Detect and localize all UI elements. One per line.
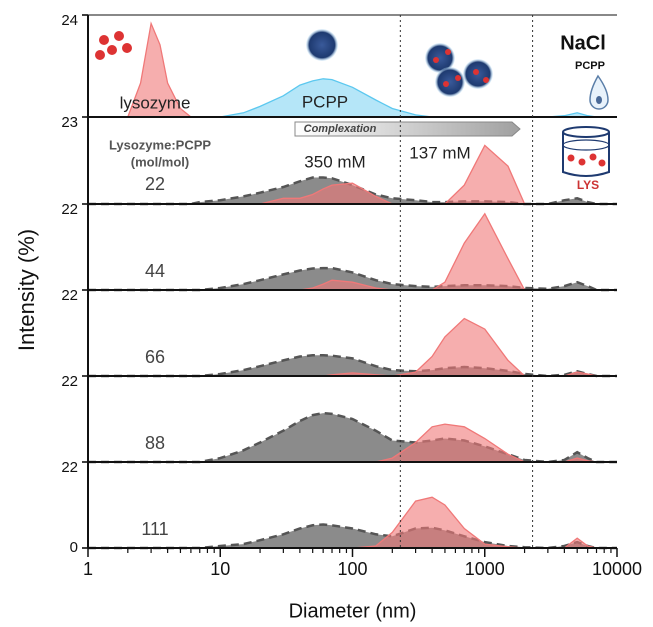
lysozyme-icon xyxy=(99,35,109,45)
x-tick-label: 100 xyxy=(337,559,367,579)
x-axis-title: Diameter (nm) xyxy=(289,600,417,622)
series-label: PCPP xyxy=(302,92,348,111)
area-fill xyxy=(88,213,617,290)
ratio-label: 111 xyxy=(141,519,168,539)
y-tick-label: 23 xyxy=(61,114,78,131)
annotation: Complexation xyxy=(304,123,377,135)
annotation: PCPP xyxy=(575,60,605,72)
lys-dot xyxy=(589,153,597,161)
area-fill xyxy=(88,78,617,117)
area-fill xyxy=(88,268,617,290)
area-fill xyxy=(88,413,617,462)
y-tick-label: 22 xyxy=(61,201,78,218)
complex-dot xyxy=(483,77,489,83)
complex-dot xyxy=(473,69,479,75)
complex-icon xyxy=(435,67,465,97)
drop-core xyxy=(596,96,602,104)
ratio-title: Lysozyme:PCPP xyxy=(109,137,211,152)
ratio-label: 22 xyxy=(145,174,165,194)
y-tick-label: 0 xyxy=(70,539,78,556)
ratio-label: 44 xyxy=(145,261,165,281)
complex-dot xyxy=(433,57,439,63)
ratio-label: 88 xyxy=(145,433,165,453)
dashed-line xyxy=(88,354,617,378)
pcpp-icon xyxy=(306,29,338,61)
series-label: lysozyme xyxy=(120,93,191,112)
series-label: 350 mM xyxy=(304,152,365,171)
lysozyme-icon xyxy=(95,50,105,60)
lysozyme-icon xyxy=(107,45,117,55)
ratio-label: 66 xyxy=(145,347,165,367)
x-tick-label: 1000 xyxy=(465,559,505,579)
lysozyme-icon xyxy=(122,43,132,53)
annotation: NaCl xyxy=(560,32,606,54)
icons xyxy=(95,29,610,177)
y-axis-title: Intensity (%) xyxy=(14,229,39,351)
lys-dot xyxy=(578,158,586,166)
y-tick-label: 24 xyxy=(61,12,78,29)
annotation: LYS xyxy=(577,178,599,192)
series-label: 137 mM xyxy=(409,143,470,162)
x-tick-label: 1 xyxy=(83,559,93,579)
y-tick-label: 22 xyxy=(61,287,78,304)
beaker-icon xyxy=(562,132,610,177)
area-fill xyxy=(88,145,617,204)
area-fill xyxy=(88,424,617,462)
y-tick-label: 22 xyxy=(61,459,78,476)
complexation-arrow xyxy=(294,121,521,137)
lys-dot xyxy=(567,154,575,162)
complex-dot xyxy=(455,75,461,81)
beaker-level xyxy=(562,139,610,151)
complex-dot xyxy=(445,49,451,55)
dashed-line xyxy=(88,266,617,292)
complex-dot xyxy=(443,81,449,87)
area-fill xyxy=(88,23,617,117)
lysozyme-icon xyxy=(114,31,124,41)
lys-dot xyxy=(598,159,606,167)
y-tick-label: 22 xyxy=(61,373,78,390)
drop-icon xyxy=(589,74,609,110)
x-tick-label: 10 xyxy=(210,559,230,579)
x-tick-label: 10000 xyxy=(592,559,642,579)
area-fill xyxy=(88,318,617,376)
beaker-rim xyxy=(562,126,610,138)
ratio-title: (mol/mol) xyxy=(131,154,190,169)
